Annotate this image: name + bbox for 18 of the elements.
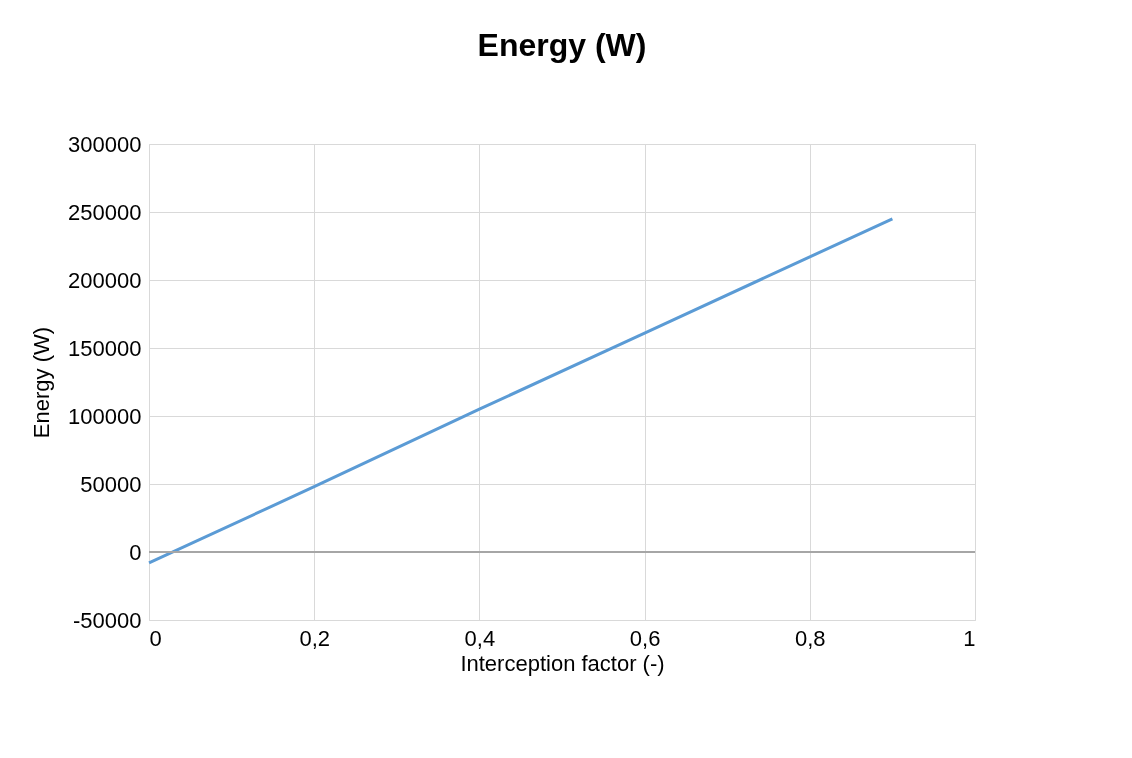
y-tick-label: 100000 xyxy=(68,403,142,429)
x-axis-title: Interception factor (-) xyxy=(460,650,665,676)
x-tick-label: 1 xyxy=(963,625,976,651)
y-tick-label: 50000 xyxy=(80,471,142,497)
y-tick-label: 150000 xyxy=(68,335,142,361)
y-tick-label: -50000 xyxy=(72,607,142,633)
y-tick-label: 0 xyxy=(129,539,142,565)
line-series xyxy=(147,217,894,565)
y-tick-label: 200000 xyxy=(68,267,142,293)
x-tick-label: 0,6 xyxy=(629,625,661,651)
x-tick-label: 0,4 xyxy=(464,625,496,651)
y-tick-label: 300000 xyxy=(68,131,142,157)
x-tick-label: 0,8 xyxy=(795,625,826,651)
x-tick-label: 0,2 xyxy=(299,625,330,651)
y-tick-label: 250000 xyxy=(68,199,142,225)
x-tick-label: 0 xyxy=(149,625,162,651)
y-axis-title: Energy (W) xyxy=(29,326,55,439)
chart-title: Energy (W) xyxy=(477,27,647,63)
